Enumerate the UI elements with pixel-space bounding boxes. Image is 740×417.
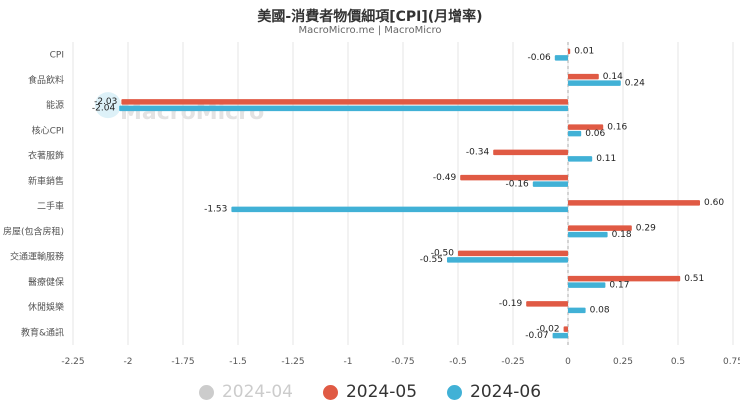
legend-label: 2024-06 (470, 382, 542, 402)
y-category-label: 衣著服飾 (28, 150, 64, 162)
legend: 2024-04 2024-05 2024-06 (0, 382, 740, 402)
y-category-label: 教育&通訊 (21, 326, 64, 338)
y-category-label: 交通運輸服務 (10, 251, 64, 263)
bar (119, 105, 568, 112)
x-tick-label: 0.5 (671, 357, 685, 367)
bar (568, 156, 593, 162)
x-tick-label: -0.25 (501, 357, 524, 367)
x-tick-label: -1.5 (229, 357, 247, 367)
bar-value-label: 0.60 (704, 198, 724, 208)
bar (568, 200, 700, 206)
bar (121, 99, 569, 105)
legend-item[interactable]: 2024-06 (447, 382, 541, 402)
y-category-label: 房屋(包含房租) (3, 225, 64, 237)
bar-value-label: 0.01 (574, 47, 594, 57)
bar-value-label: -0.02 (536, 324, 559, 334)
bar (568, 48, 571, 55)
legend-label: 2024-04 (221, 382, 293, 402)
chart-title: 美國-消費者物價細項[CPI](月增率) (257, 9, 483, 25)
bar (563, 326, 568, 332)
bar (568, 124, 604, 130)
x-tick-label: -2 (124, 357, 133, 367)
x-tick-label: 0.25 (613, 357, 633, 367)
y-category-label: 休閒娛樂 (28, 301, 64, 313)
chart-subtitle: MacroMicro.me | MacroMicro (298, 25, 442, 36)
bar-value-label: -0.19 (499, 299, 523, 309)
bar-value-label: -0.50 (431, 249, 455, 259)
bar (568, 231, 608, 238)
bar-value-label: 0.24 (625, 78, 645, 88)
bar-value-label: 0.51 (684, 274, 704, 284)
y-category-label: 核心CPI (32, 124, 64, 136)
bar-value-label: -1.53 (204, 205, 227, 215)
x-tick-label: -1.75 (171, 357, 194, 367)
legend-dot-icon (322, 384, 338, 400)
x-tick-label: -0.5 (449, 357, 467, 367)
bar (568, 80, 621, 86)
bar (493, 149, 568, 156)
bar (460, 174, 568, 181)
bar (568, 307, 586, 314)
y-category-label: 新車銷售 (28, 175, 64, 187)
bar (568, 225, 632, 231)
bar (568, 282, 606, 288)
bar-value-label: 0.29 (636, 223, 656, 233)
bar-value-label: -0.07 (525, 331, 548, 341)
bar-value-label: -2.04 (92, 104, 116, 114)
x-tick-label: -1 (344, 357, 353, 367)
y-category-label: 醫療健保 (28, 276, 64, 288)
x-tick-label: -2.25 (61, 357, 84, 367)
bar (231, 206, 568, 213)
bar-value-label: 0.14 (603, 72, 623, 82)
bar (568, 130, 582, 137)
y-category-label: 二手車 (37, 200, 64, 212)
bar-value-label: 0.08 (590, 306, 610, 316)
hover-marker (95, 92, 121, 119)
bar (568, 73, 599, 80)
bar-value-label: 0.18 (612, 230, 632, 240)
y-category-label: 能源 (46, 99, 64, 111)
bar-value-label: -0.06 (528, 53, 552, 63)
bar (447, 257, 568, 263)
y-category-label: 食品飲料 (28, 74, 64, 86)
legend-label: 2024-05 (345, 382, 418, 402)
legend-item[interactable]: 2024-04 (198, 382, 293, 402)
bar (554, 55, 568, 61)
x-tick-label: -0.75 (391, 357, 414, 367)
bar-value-label: 0.16 (607, 122, 627, 132)
legend-item[interactable]: 2024-05 (322, 382, 418, 402)
bar-value-label: -0.49 (433, 173, 457, 183)
bar (568, 275, 681, 282)
bar-value-label: 0.17 (609, 280, 629, 290)
x-tick-label: 0 (565, 357, 571, 367)
bar-value-label: -2.03 (94, 97, 117, 107)
bar (552, 332, 568, 339)
x-tick-label: -1.25 (281, 357, 304, 367)
bar (526, 301, 568, 307)
bar-value-label: 0.06 (585, 129, 605, 139)
legend-dot-icon (198, 384, 214, 400)
bar-value-label: 0.11 (596, 154, 616, 164)
bar-value-label: -0.34 (466, 148, 490, 158)
bar (458, 250, 568, 257)
x-tick-label: 0.75 (723, 357, 740, 367)
bar (532, 181, 568, 187)
bar-value-label: -0.55 (420, 255, 443, 265)
bar-value-label: -0.16 (506, 179, 530, 189)
y-category-label: CPI (50, 51, 64, 61)
legend-dot-icon (447, 384, 463, 400)
